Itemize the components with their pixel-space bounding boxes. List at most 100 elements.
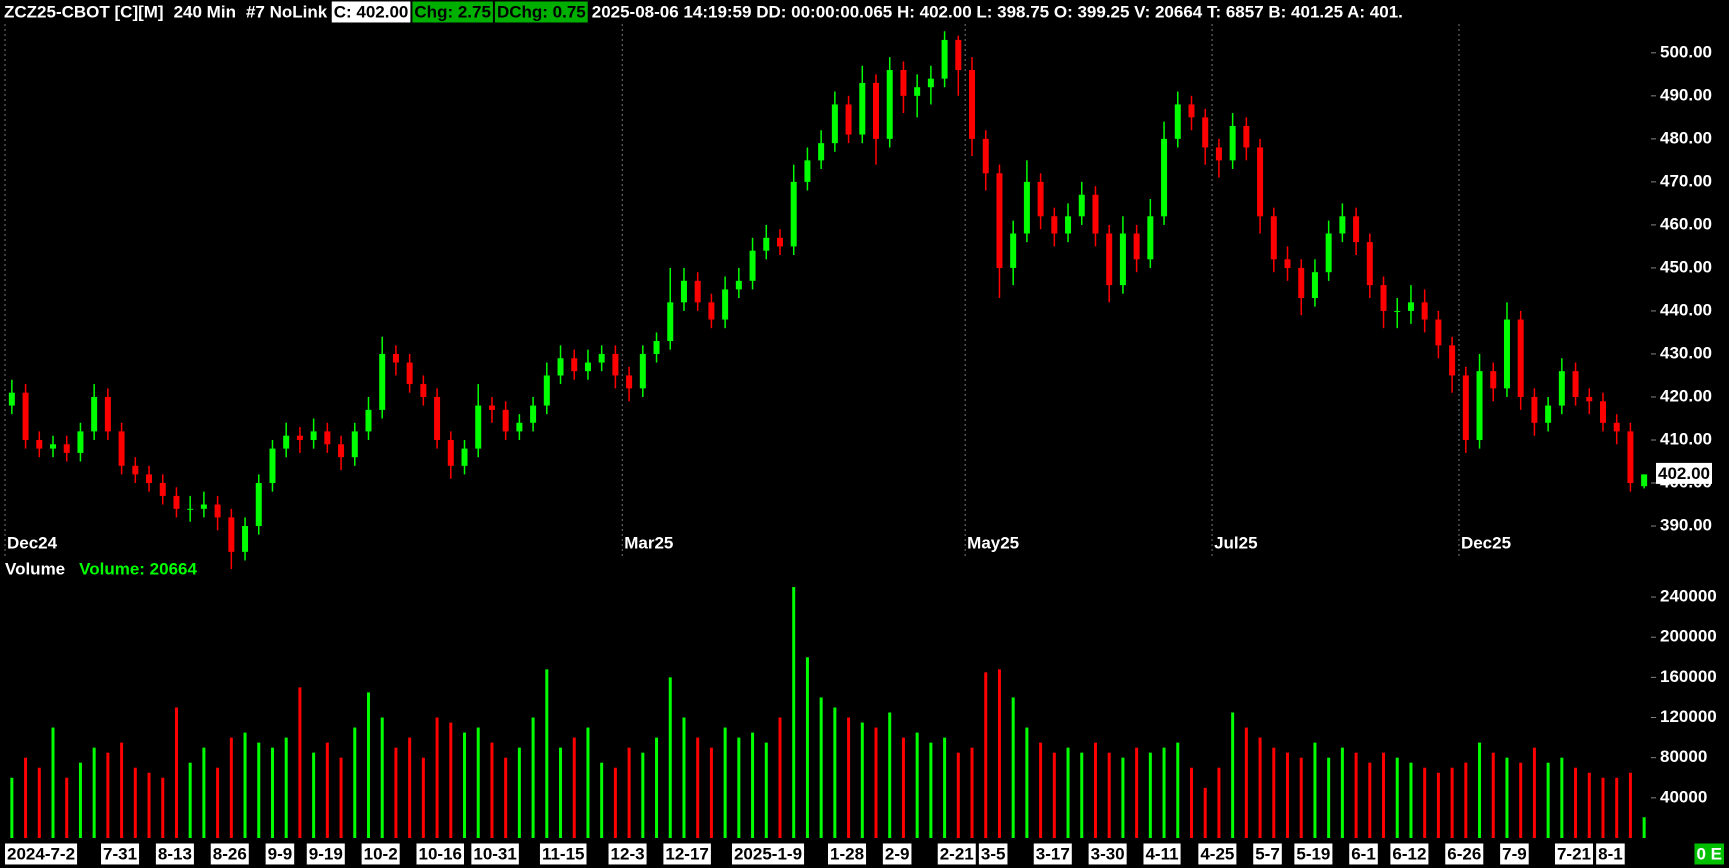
- candle-body: [667, 302, 674, 342]
- volume-bar: [531, 717, 535, 838]
- candle-body: [118, 431, 125, 466]
- candle-body: [1092, 194, 1099, 234]
- volume-bar: [65, 777, 69, 838]
- x-tick-label: 6-12: [1392, 844, 1426, 863]
- candle-body: [1147, 216, 1154, 260]
- candle-body: [1586, 396, 1593, 402]
- volume-bar: [408, 737, 412, 838]
- volume-bar: [1601, 777, 1605, 838]
- volume-bar: [1382, 752, 1386, 838]
- volume-bar: [284, 737, 288, 838]
- x-tick-label-box: [1198, 843, 1237, 865]
- header-symbol: ZCZ25-CBOT [C][M]: [4, 2, 164, 21]
- candle-body: [1435, 319, 1442, 346]
- x-tick-label: 6-1: [1351, 844, 1376, 863]
- candle-body: [447, 439, 454, 466]
- volume-bar: [1532, 747, 1536, 838]
- volume-bar: [243, 732, 247, 838]
- volume-bar: [10, 777, 14, 838]
- candle-body: [1078, 194, 1085, 217]
- volume-bar: [970, 747, 974, 838]
- candle-body: [516, 422, 523, 432]
- x-tick-label-box: [1294, 843, 1333, 865]
- candle-body: [1462, 375, 1469, 440]
- volume-bar: [1327, 757, 1331, 838]
- volume-bar: [366, 692, 370, 838]
- candle-body: [543, 375, 550, 406]
- candle-body: [845, 104, 852, 135]
- period-label: Mar25: [624, 533, 673, 552]
- volume-bar: [943, 737, 947, 838]
- y-tick-label: 450.00: [1660, 257, 1712, 276]
- x-tick-label-box: [1088, 843, 1127, 865]
- x-tick-label: 2-21: [940, 844, 974, 863]
- candle-body: [1325, 233, 1332, 273]
- last-price-label-box: [1656, 462, 1712, 484]
- candle-body: [255, 483, 262, 527]
- x-tick-label: 10-16: [419, 844, 462, 863]
- candle-body: [626, 375, 633, 389]
- header: ZCZ25-CBOT [C][M] 240 Min #7 NoLink C: 402.…: [4, 1, 1403, 23]
- volume-bar: [106, 752, 110, 838]
- volume-bar: [92, 747, 96, 838]
- candle-body: [1270, 216, 1277, 260]
- volume-bar: [490, 742, 494, 838]
- candle-body: [1627, 431, 1634, 484]
- volume-bar: [476, 727, 480, 838]
- header-close: C: 402.00: [334, 2, 409, 21]
- volume-bar: [1052, 752, 1056, 838]
- candle-body: [310, 431, 317, 440]
- header-close-box: [331, 1, 411, 23]
- volume-bar: [600, 762, 604, 838]
- y-tick-label: 460.00: [1660, 214, 1712, 233]
- volume-bar: [1107, 752, 1111, 838]
- volume-bar: [1231, 712, 1235, 838]
- volume-bar: [202, 747, 206, 838]
- x-tick-label: 4-11: [1145, 844, 1178, 863]
- volume-bar: [1628, 772, 1632, 838]
- volume-bar: [37, 767, 41, 838]
- volume-bar: [1148, 752, 1152, 838]
- candle-body: [324, 431, 331, 445]
- candle-body: [488, 405, 495, 410]
- y-tick-label: 480.00: [1660, 128, 1712, 147]
- volume-bar: [1080, 752, 1084, 838]
- candle-body: [790, 181, 797, 247]
- candle-body: [1065, 216, 1072, 234]
- candle-body: [1133, 233, 1140, 260]
- candle-body: [1572, 371, 1579, 397]
- volume-bar: [1025, 727, 1029, 838]
- y-tick-label: 440.00: [1660, 300, 1712, 319]
- volume-bar: [1368, 762, 1372, 838]
- volume-bar: [737, 737, 741, 838]
- volume-bar: [1615, 777, 1619, 838]
- x-tick-label: 2024-7-2: [7, 844, 75, 863]
- candle-body: [1298, 267, 1305, 299]
- volume-bar: [1244, 727, 1248, 838]
- y-tick-label: 40000: [1660, 787, 1707, 806]
- x-tick-label: 9-19: [309, 844, 343, 863]
- x-tick-label-box: [1596, 843, 1625, 865]
- y-tick-label: 120000: [1660, 707, 1717, 726]
- volume-title: Volume: [5, 559, 65, 578]
- x-tick-label-box: [1253, 843, 1282, 865]
- volume-bar: [1574, 767, 1578, 838]
- x-tick-label-box: [306, 843, 345, 865]
- volume-bar: [1436, 772, 1440, 838]
- candle-body: [1188, 104, 1195, 118]
- candle-body: [886, 70, 893, 139]
- candle-body: [1229, 125, 1236, 161]
- candle-body: [187, 508, 194, 510]
- candle-body: [530, 405, 537, 423]
- x-tick-label: 5-19: [1296, 844, 1330, 863]
- candle-body: [735, 280, 742, 290]
- candle-body: [1106, 233, 1113, 286]
- volume-bar: [723, 727, 727, 838]
- x-tick-label: 12-3: [611, 844, 645, 863]
- candle-body: [475, 405, 482, 449]
- x-tick-label: 6-26: [1447, 844, 1481, 863]
- x-tick-label-box: [155, 843, 194, 865]
- x-tick-label-box: [1349, 843, 1378, 865]
- volume-bar: [545, 669, 549, 838]
